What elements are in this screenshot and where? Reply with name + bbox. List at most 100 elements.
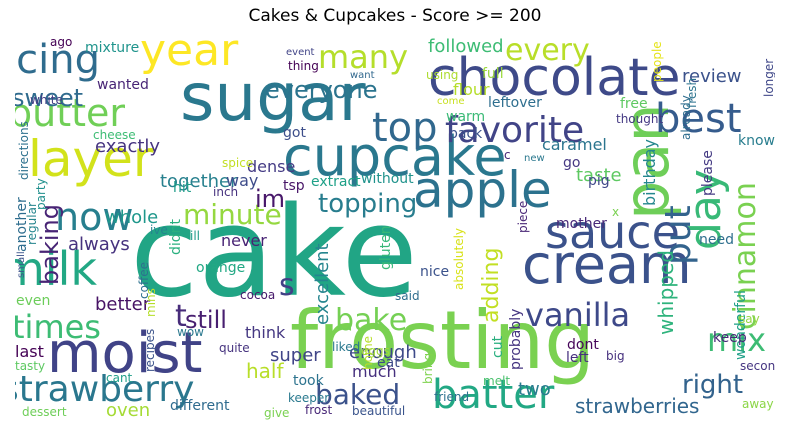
word-s: s [279,268,295,303]
word-already: already [679,95,693,140]
word-sweet: sweet [15,84,83,112]
word-topping: topping [318,189,417,219]
word-probably: probably [508,309,524,370]
word-cupcake: cupcake [283,125,507,188]
word-thing: thing [288,59,319,73]
word-away: away [742,397,774,411]
word-best: best [655,96,742,142]
word-go: go [563,155,580,171]
word-chocolate: chocolate [428,48,680,108]
word-mother: mother [556,216,607,232]
word-cream: cream [522,233,692,296]
word-longer: longer [762,59,775,97]
word-two: two [518,379,551,400]
word-different: different [170,398,230,414]
word-layer: layer [28,130,154,188]
word-day: day [680,169,731,250]
word-caramel: caramel [542,135,607,154]
word-baking: baking [36,204,64,285]
word-home: home [361,336,375,370]
word-wonderful: wonderful [733,290,749,360]
word-please: please [700,150,716,196]
word-mixture: mixture [85,40,139,56]
word-said: said [395,289,420,303]
word-apple: apple [413,161,552,219]
word-strawberries: strawberries [575,394,699,418]
word-absolutely: absolutely [452,228,466,290]
word-another: another [15,197,30,252]
word-favorite: favorite [445,110,584,151]
word-review: review [682,66,742,87]
word-white: white [30,93,63,107]
word-cake: cake [130,181,418,325]
word-cheese: cheese [93,128,136,142]
word-know: know [738,133,775,149]
word-tsp: tsp [283,178,305,194]
word-full: full [482,66,504,82]
word-year: year [140,32,239,76]
word-c: c [504,148,511,162]
word-big: big [606,349,625,363]
word-thought: thought [616,112,663,126]
figure-title: Cakes & Cupcakes - Score >= 200 [248,6,542,26]
word-bring: bring [421,353,435,384]
word-flour: flour [453,80,490,99]
word-back: back [449,126,483,142]
word-melt: melt [483,374,510,388]
word-event: event [286,47,315,58]
word-super: super [270,345,321,366]
word-eat: eat [377,355,400,371]
word-cloud: cake frosting sugar chocolate cream cupcake mo… [15,32,775,424]
word-wanted: wanted [97,77,149,93]
word-wow: wow [177,325,204,339]
word-need: need [699,232,734,248]
word-regular: regular [25,202,39,245]
word-hit: hit [173,180,192,196]
word-took: took [293,373,325,389]
word-recipes: recipes [143,329,157,372]
word-better: better [95,294,151,315]
word-without: without [361,171,414,187]
word-whipped: whipped [654,250,678,335]
word-using: using [426,68,458,82]
word-minute: minute [183,198,282,231]
word-frosting: frosting [290,294,595,387]
word-sugar: sugar [180,59,367,136]
word-ill: ill [190,229,200,243]
word-cant: cant [106,371,133,385]
word-didnt: didnt [168,218,184,255]
word-dense: dense [247,157,295,176]
word-milk: milk [15,242,97,296]
word-together: together [160,171,238,192]
word-moist: moist [47,321,203,386]
word-coffee: coffee [137,262,151,299]
word-gluten: gluten [378,225,394,270]
word-last: last [15,342,44,361]
word-put: put [658,205,699,265]
word-piece: piece [516,201,530,233]
word-people: people [650,41,664,82]
word-exactly: exactly [95,136,160,157]
word-dont: dont [567,337,599,353]
word-ive: ive [150,223,168,237]
word-batter: batter [432,372,555,418]
word-followed: followed [428,36,504,57]
word-enough: enough [349,342,417,363]
word-always: always [68,234,130,255]
word-new: new [524,153,545,164]
word-nice: nice [420,264,449,280]
word-baked: baked [315,378,400,411]
word-warm: warm [446,109,485,125]
word-oven: oven [106,400,150,421]
word-cut: cut [490,335,506,358]
word-half: half [246,359,284,383]
word-left: left [566,350,589,366]
word-x: x [612,205,619,219]
word-still: still [185,306,227,334]
word-whole: whole [105,207,158,228]
word-friend: friend [434,390,469,404]
word-eggs: eggs [361,344,390,358]
word-now: now [55,195,133,239]
word-cocoa: cocoa [240,288,275,302]
word-extract: extract [311,174,361,190]
